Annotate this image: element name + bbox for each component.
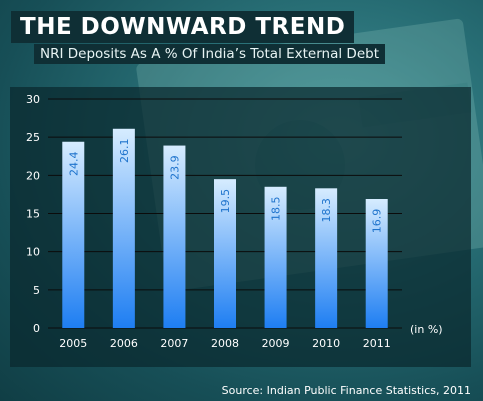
bars [62,128,388,328]
bar [62,141,85,328]
bar-value-label: 24.4 [67,151,80,176]
bar [214,179,236,328]
bar-value-label: 16.9 [371,209,384,234]
bar [315,188,338,328]
unit-label: (in %) [410,323,443,336]
y-tick-label: 5 [33,284,40,297]
y-tick-label: 20 [26,169,40,182]
chart-subtitle: NRI Deposits As A % Of India’s Total Ext… [34,44,385,64]
bar [163,145,186,328]
x-tick-label: 2007 [160,337,188,350]
source-note: Source: Indian Public Finance Statistics… [221,384,471,397]
bar-value-label: 18.5 [270,197,283,222]
bar [365,198,388,328]
x-tick-label: 2009 [262,337,290,350]
bar-chart: 0 5 10 15 20 25 30 24.4 26.1 23.9 19.5 18.5 18.3 16.… [26,93,443,350]
x-tick-label: 2008 [211,337,239,350]
x-tick-label: 2006 [110,337,138,350]
bar-value-label: 18.3 [320,198,333,223]
chart-panel: 0 5 10 15 20 25 30 24.4 26.1 23.9 19.5 18.5 18.3 16.… [10,87,471,367]
x-tick-label: 2010 [312,337,340,350]
y-axis-tick-labels: 0 5 10 15 20 25 30 [26,93,40,335]
page-title: THE DOWNWARD TREND [11,11,355,43]
x-tick-label: 2011 [363,337,391,350]
y-tick-label: 30 [26,93,40,106]
bar-value-label: 19.5 [219,189,232,214]
y-tick-label: 15 [26,208,40,221]
y-tick-label: 10 [26,246,40,259]
bar-value-label: 26.1 [118,139,131,164]
bar [112,128,135,328]
bar [264,186,287,328]
grid-lines [48,98,402,329]
y-tick-label: 0 [33,322,40,335]
bar-value-label: 23.9 [168,155,181,180]
value-labels: 24.4 26.1 23.9 19.5 18.5 18.3 16.9 [67,139,383,234]
x-tick-label: 2005 [59,337,87,350]
y-tick-label: 25 [26,131,40,144]
x-axis-tick-labels: 2005 2006 2007 2008 2009 2010 2011 [59,337,390,350]
